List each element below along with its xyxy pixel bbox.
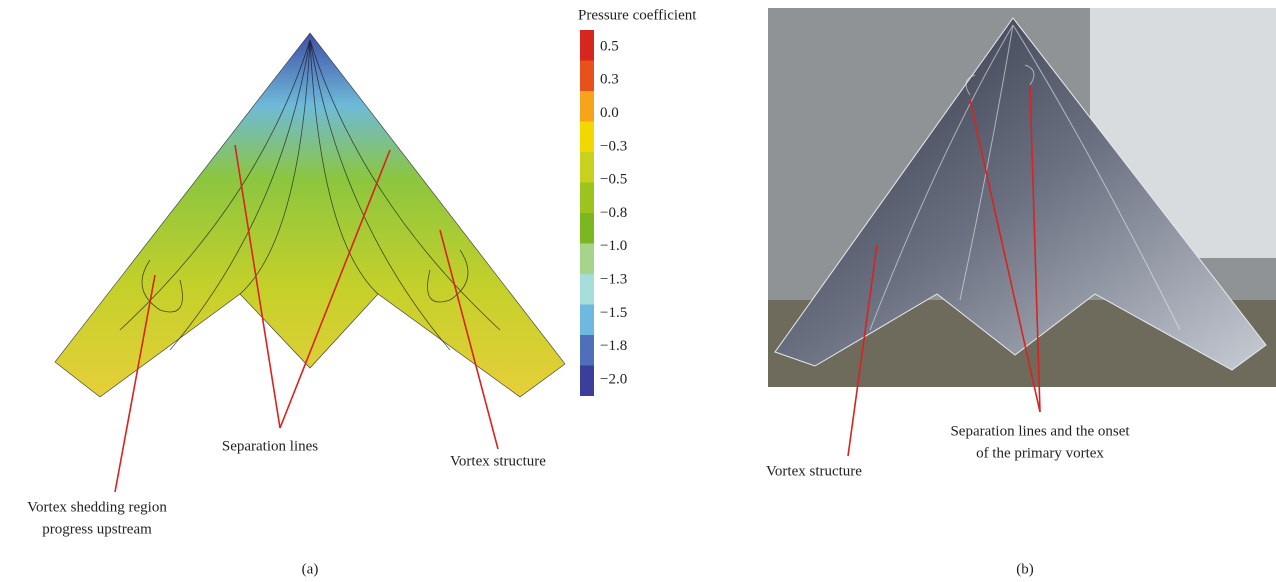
colorbar-label: −1.8: [600, 338, 627, 354]
colorbar-labels: 0.5 0.3 0.0 −0.3 −0.5 −0.8 −1.0 −1.3 −1.5 −1.8 −2.…: [600, 38, 627, 387]
annotation: Vortex structure: [450, 453, 546, 469]
colorbar-band: [580, 366, 594, 397]
colorbar: Pressure coefficient: [578, 7, 697, 396]
annotation: Separation lines and the onset: [950, 423, 1130, 439]
colorbar-label: −0.3: [600, 138, 627, 154]
annotation: Vortex shedding region: [27, 499, 167, 515]
colorbar-band: [580, 152, 594, 183]
caption: (b): [1016, 561, 1034, 577]
colorbar-band: [580, 61, 594, 92]
colorbar-label: 0.5: [600, 38, 619, 54]
colorbar-label: −1.3: [600, 272, 627, 288]
annotation: progress upstream: [42, 521, 152, 537]
colorbar-band: [580, 244, 594, 275]
colorbar-label: −1.5: [600, 305, 627, 321]
page: Pressure coefficient 0.5 0.3 0.0 −0.3 −0.5 −0…: [0, 0, 1276, 582]
colorbar-band: [580, 305, 594, 336]
colorbar-band: [580, 274, 594, 305]
colorbar-label: −0.5: [600, 172, 627, 188]
colorbar-title: Pressure coefficient: [578, 7, 697, 23]
colorbar-label: −1.0: [600, 238, 627, 254]
figure: Pressure coefficient 0.5 0.3 0.0 −0.3 −0.5 −0…: [0, 0, 1276, 582]
colorbar-band: [580, 30, 594, 61]
annotation: Vortex structure: [766, 463, 862, 479]
caption: (a): [302, 561, 319, 577]
annotation: of the primary vortex: [976, 445, 1104, 461]
colorbar-band: [580, 91, 594, 122]
colorbar-label: 0.3: [600, 72, 619, 88]
colorbar-label: −0.8: [600, 205, 627, 221]
colorbar-band: [580, 335, 594, 366]
colorbar-label: −2.0: [600, 371, 627, 387]
cfd-wing: [55, 33, 565, 397]
colorbar-band: [580, 122, 594, 153]
annotation: Separation lines: [222, 438, 318, 454]
colorbar-label: 0.0: [600, 105, 619, 121]
colorbar-band: [580, 183, 594, 214]
colorbar-band: [580, 213, 594, 244]
